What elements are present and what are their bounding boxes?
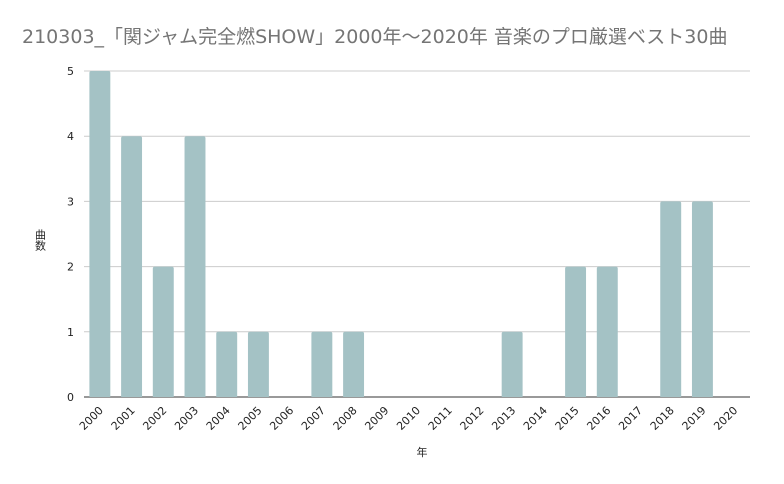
x-tick-label: 2013 bbox=[489, 404, 518, 433]
x-tick-label: 2019 bbox=[680, 404, 709, 433]
bar-2007 bbox=[311, 331, 333, 397]
x-tick-label: 2003 bbox=[172, 404, 201, 433]
x-tick-label: 2005 bbox=[236, 404, 265, 433]
x-tick-label: 2001 bbox=[109, 404, 138, 433]
x-tick-label: 2014 bbox=[521, 404, 550, 433]
y-tick-label: 5 bbox=[67, 65, 74, 78]
x-tick-label: 2018 bbox=[648, 404, 677, 433]
x-axis-title: 年 bbox=[417, 445, 428, 459]
x-tick-label: 2006 bbox=[267, 404, 296, 433]
x-tick-label: 2016 bbox=[584, 404, 613, 433]
bar-2013 bbox=[501, 331, 523, 397]
x-tick-label: 2010 bbox=[394, 404, 423, 433]
x-tick-label: 2012 bbox=[458, 404, 487, 433]
x-tick-label: 2008 bbox=[331, 404, 360, 433]
x-tick-label: 2015 bbox=[553, 404, 582, 433]
bar-2019 bbox=[691, 201, 713, 397]
bar-2004 bbox=[216, 331, 238, 397]
y-tick-label: 1 bbox=[67, 326, 74, 339]
bar-2015 bbox=[565, 266, 587, 397]
x-tick-label: 2017 bbox=[616, 404, 645, 433]
bar-2003 bbox=[184, 136, 206, 397]
y-tick-label: 4 bbox=[67, 130, 74, 143]
bar-2000 bbox=[89, 71, 111, 397]
x-tick-label: 2009 bbox=[362, 404, 391, 433]
bar-2005 bbox=[247, 331, 269, 397]
bar-2002 bbox=[152, 266, 174, 397]
y-tick-label: 2 bbox=[67, 261, 74, 274]
bar-2001 bbox=[121, 136, 143, 397]
bar-2016 bbox=[596, 266, 618, 397]
y-tick-label: 3 bbox=[67, 195, 74, 208]
x-tick-label: 2011 bbox=[426, 404, 455, 433]
x-tick-label: 2020 bbox=[711, 404, 740, 433]
bar-2008 bbox=[343, 331, 365, 397]
bar-2018 bbox=[660, 201, 682, 397]
chart-title: 210303_「関ジャム完全燃SHOW」2000年〜2020年 音楽のプロ厳選ベ… bbox=[22, 26, 728, 48]
y-tick-label: 0 bbox=[67, 391, 74, 404]
y-axis-title: 曲数 bbox=[34, 229, 47, 252]
x-tick-label: 2000 bbox=[77, 404, 106, 433]
x-tick-label: 2002 bbox=[140, 404, 169, 433]
x-tick-label: 2004 bbox=[204, 404, 233, 433]
x-tick-label: 2007 bbox=[299, 404, 328, 433]
